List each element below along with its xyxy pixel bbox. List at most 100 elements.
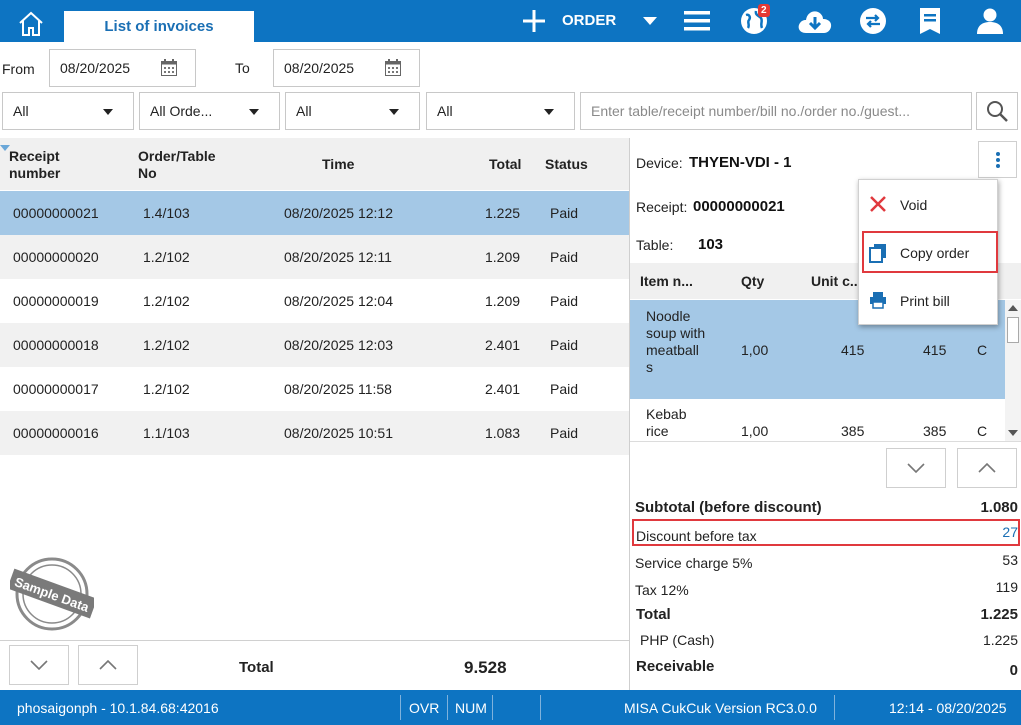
status-separator bbox=[834, 695, 835, 720]
order-table-cell: 1.2/102 bbox=[143, 337, 190, 353]
column-header-status[interactable]: Status bbox=[545, 156, 588, 172]
filter-dropdown-4[interactable]: All bbox=[426, 92, 575, 130]
time-cell: 08/20/2025 10:51 bbox=[284, 425, 393, 441]
panel-divider bbox=[629, 138, 630, 690]
list-footer: Total 9.528 bbox=[0, 640, 629, 690]
download-button[interactable] bbox=[796, 6, 834, 36]
table-row[interactable]: 00000000017 1.2/102 08/20/2025 11:58 2.4… bbox=[0, 367, 629, 411]
receipt-number-cell: 00000000021 bbox=[13, 205, 99, 221]
sync-button[interactable] bbox=[858, 6, 888, 36]
order-table-cell: 1.1/103 bbox=[143, 425, 190, 441]
device-label: Device: bbox=[636, 155, 683, 171]
menu-item-print-bill[interactable]: Print bill bbox=[859, 281, 999, 321]
scrollbar-thumb[interactable] bbox=[1007, 317, 1019, 343]
items-scroll-down-button[interactable] bbox=[886, 448, 946, 488]
chevron-up-icon bbox=[99, 660, 117, 670]
report-button[interactable] bbox=[917, 6, 943, 36]
table-row[interactable]: 00000000016 1.1/103 08/20/2025 10:51 1.0… bbox=[0, 411, 629, 455]
tab-list-of-invoices[interactable]: List of invoices bbox=[64, 11, 254, 42]
item-flag-cell: C bbox=[977, 342, 988, 358]
scroll-down-arrow-icon[interactable] bbox=[1008, 430, 1018, 436]
receipt-number-cell: 00000000020 bbox=[13, 249, 99, 265]
item-qty-cell: 1,00 bbox=[741, 423, 769, 439]
time-cell: 08/20/2025 12:12 bbox=[284, 205, 393, 221]
chevron-up-icon bbox=[978, 463, 996, 473]
receipt-icon bbox=[920, 8, 940, 34]
status-cell: Paid bbox=[550, 205, 579, 221]
status-separator bbox=[492, 695, 493, 720]
order-table-cell: 1.2/102 bbox=[143, 381, 190, 397]
payment-value: 1.225 bbox=[982, 632, 1018, 648]
copy-order-highlight bbox=[862, 231, 998, 273]
device-value: THYEN-VDI - 1 bbox=[689, 154, 792, 171]
column-header-item-name[interactable]: Item n... bbox=[640, 273, 693, 289]
scroll-up-button[interactable] bbox=[78, 645, 138, 685]
column-header-total[interactable]: Total bbox=[489, 156, 522, 172]
item-name-cell: Noodle soup with meatball s bbox=[646, 308, 706, 375]
sample-data-stamp: Sample Data bbox=[7, 556, 98, 632]
num-indicator: NUM bbox=[455, 700, 487, 716]
connection-status: phosaigonph - 10.1.84.68:42016 bbox=[17, 700, 219, 716]
filter-dropdown-3[interactable]: All bbox=[285, 92, 420, 130]
calendar-icon[interactable] bbox=[385, 59, 401, 79]
add-order-button[interactable] bbox=[520, 6, 548, 36]
service-charge-label: Service charge 5% bbox=[635, 555, 753, 571]
column-header-time[interactable]: Time bbox=[322, 156, 355, 172]
scroll-up-arrow-icon[interactable] bbox=[1008, 305, 1018, 311]
to-label: To bbox=[235, 60, 250, 76]
total-cell: 2.401 bbox=[485, 337, 521, 353]
column-header-receipt-number[interactable]: Receipt number bbox=[9, 148, 61, 181]
to-date-field[interactable]: 08/20/2025 bbox=[273, 49, 420, 87]
order-dropdown-button[interactable] bbox=[640, 6, 660, 36]
total-cell: 1.209 bbox=[485, 249, 521, 265]
calendar-icon[interactable] bbox=[161, 59, 177, 79]
user-button[interactable] bbox=[975, 6, 1005, 36]
item-unit-cell: 385 bbox=[841, 423, 865, 439]
hamburger-icon bbox=[684, 11, 710, 31]
menu-item-label: Copy order bbox=[900, 245, 970, 261]
receipt-value: 00000000021 bbox=[693, 198, 785, 215]
home-button[interactable] bbox=[12, 8, 50, 38]
table-row[interactable]: 00000000020 1.2/102 08/20/2025 12:11 1.2… bbox=[0, 235, 629, 279]
menu-item-void[interactable]: Void bbox=[859, 185, 999, 225]
receipt-number-cell: 00000000019 bbox=[13, 293, 99, 309]
notification-badge: 2 bbox=[758, 4, 770, 17]
items-scrollbar[interactable] bbox=[1005, 300, 1021, 441]
order-table-cell: 1.2/102 bbox=[143, 249, 190, 265]
scroll-down-button[interactable] bbox=[9, 645, 69, 685]
status-separator bbox=[447, 695, 448, 720]
footer-total-value: 9.528 bbox=[464, 658, 507, 677]
time-cell: 08/20/2025 12:11 bbox=[284, 249, 392, 265]
column-header-unit-cost[interactable]: Unit c... bbox=[811, 273, 862, 289]
item-flag-cell: C bbox=[977, 423, 988, 439]
column-header-order-table[interactable]: Order/Table No bbox=[138, 148, 216, 181]
ovr-indicator: OVR bbox=[409, 700, 440, 716]
caret-down-icon bbox=[643, 17, 657, 25]
receivable-value: 0 bbox=[1009, 662, 1018, 679]
filter-dropdown-value: All bbox=[437, 103, 453, 119]
item-row[interactable]: Kebab rice 1,00 385 385 C bbox=[630, 399, 1005, 441]
item-amount-cell: 385 bbox=[923, 423, 947, 439]
invoice-list-header: Receipt number Order/Table No Time Total… bbox=[0, 138, 629, 190]
more-options-button[interactable] bbox=[978, 141, 1017, 178]
menu-button[interactable] bbox=[683, 6, 711, 36]
table-row[interactable]: 00000000018 1.2/102 08/20/2025 12:03 2.4… bbox=[0, 323, 629, 367]
search-icon bbox=[987, 101, 1008, 122]
search-button[interactable] bbox=[976, 92, 1018, 130]
items-scroll-up-button[interactable] bbox=[957, 448, 1017, 488]
table-row[interactable]: 00000000019 1.2/102 08/20/2025 12:04 1.2… bbox=[0, 279, 629, 323]
search-input[interactable] bbox=[580, 92, 972, 130]
from-date-field[interactable]: 08/20/2025 bbox=[49, 49, 196, 87]
filter-dropdown-1[interactable]: All bbox=[2, 92, 134, 130]
discount-value[interactable]: 27 bbox=[1002, 524, 1018, 540]
table-label: Table: bbox=[636, 237, 674, 253]
order-table-cell: 1.4/103 bbox=[143, 205, 190, 221]
top-bar: List of invoices ORDER 2 bbox=[0, 0, 1021, 42]
sort-desc-icon[interactable] bbox=[0, 145, 10, 151]
column-header-qty[interactable]: Qty bbox=[741, 273, 765, 289]
payment-label: PHP (Cash) bbox=[640, 632, 715, 648]
filter-dropdown-order-type[interactable]: All Orde... bbox=[139, 92, 280, 130]
order-label[interactable]: ORDER bbox=[562, 12, 617, 29]
table-row[interactable]: 00000000021 1.4/103 08/20/2025 12:12 1.2… bbox=[0, 191, 629, 235]
menu-item-copy-order[interactable]: Copy order bbox=[859, 233, 999, 273]
